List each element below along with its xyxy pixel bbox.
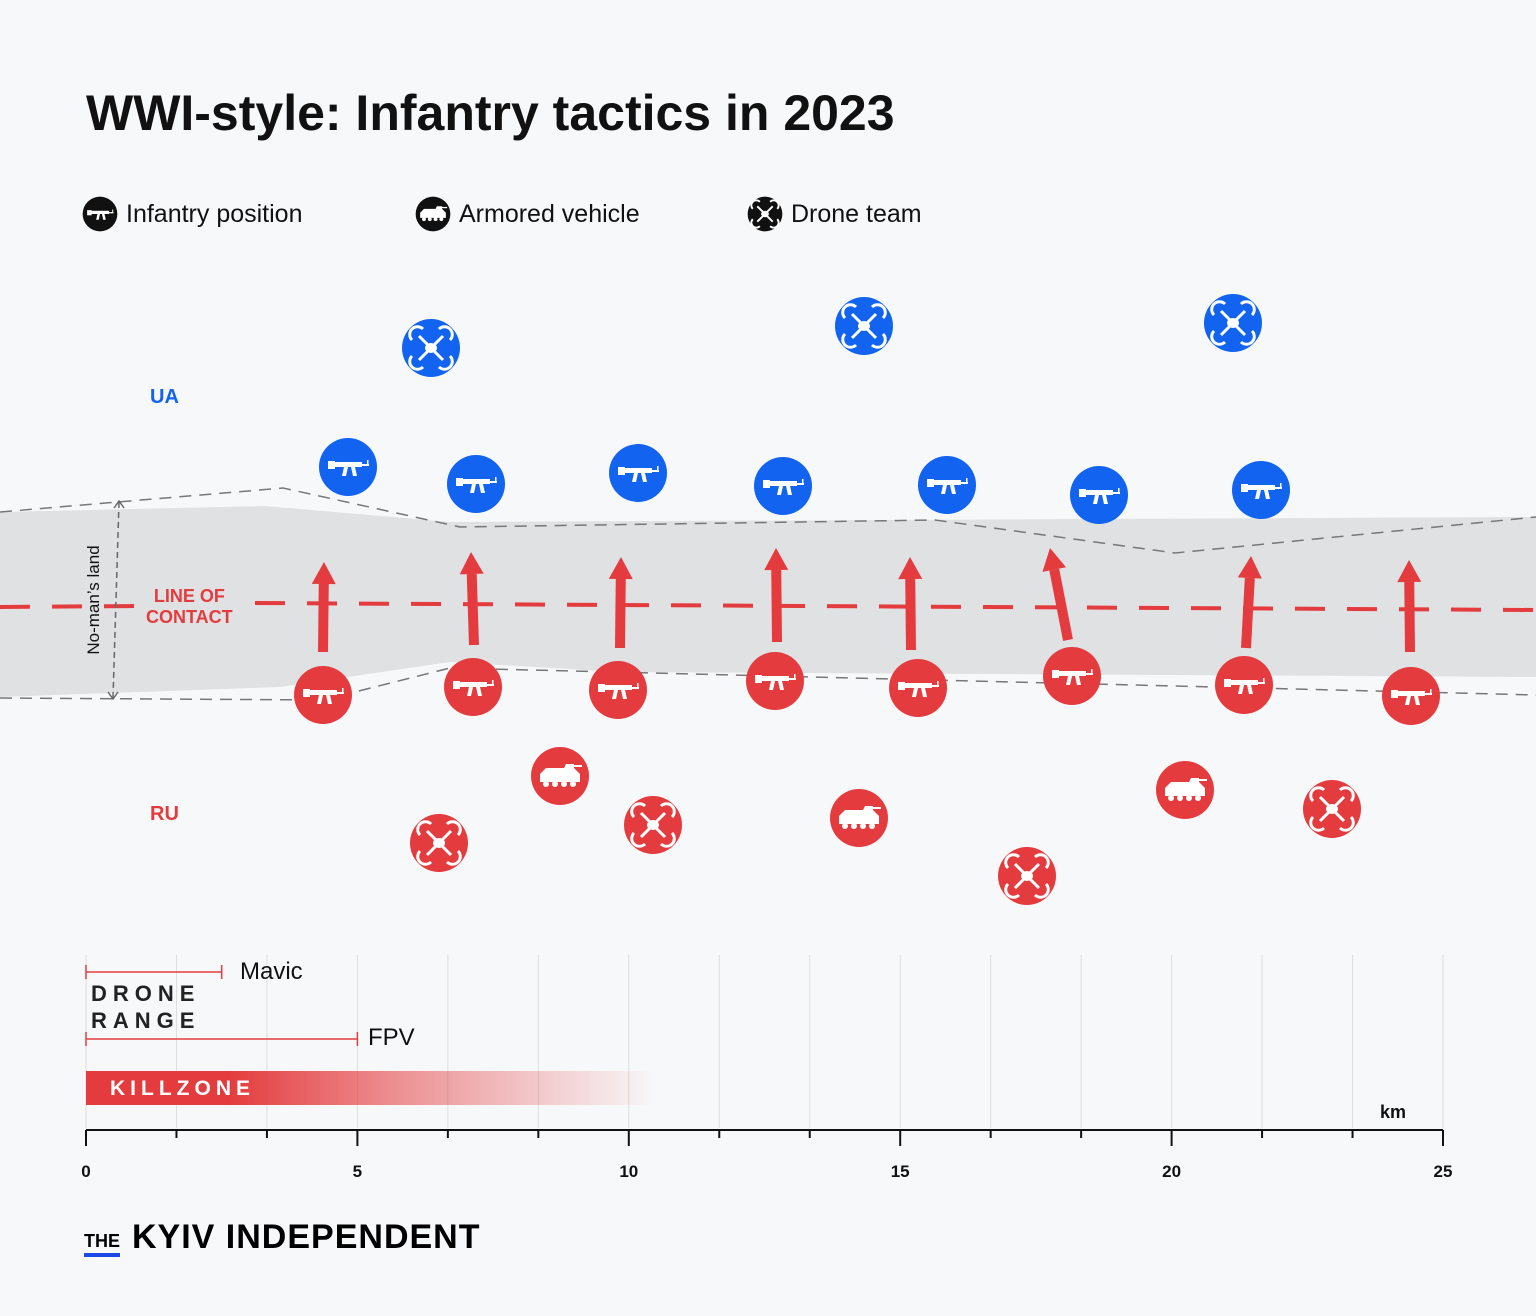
- ru-infantry-position: [889, 659, 947, 717]
- ru-drone-team: [410, 814, 468, 872]
- ua-drone-team: [402, 319, 460, 377]
- no-mans-land-band: [0, 506, 1536, 697]
- loc-line-1: LINE OF: [153, 586, 225, 606]
- tick-label: 15: [890, 1162, 910, 1181]
- line-of-contact-left: [0, 604, 141, 609]
- legend-label: Drone team: [791, 199, 922, 228]
- ua-infantry-position: [918, 456, 976, 514]
- ru-infantry-position: [1215, 656, 1273, 714]
- ru-armored-vehicle: [1156, 761, 1214, 819]
- advance-arrow: [311, 562, 336, 653]
- no-mans-land-text: No-man’s land: [84, 545, 103, 655]
- ua-drone-team: [835, 297, 893, 355]
- ua-infantry-position: [1070, 466, 1128, 524]
- ru-infantry-position: [1043, 647, 1101, 705]
- logo-name: KYIV INDEPENDENT: [132, 1218, 481, 1256]
- ru-infantry-position: [746, 652, 804, 710]
- logo-the: THE: [84, 1231, 120, 1257]
- loc-line-2: CONTACT: [146, 607, 233, 627]
- tick-label: 25: [1433, 1162, 1453, 1181]
- ua-infantry-position: [609, 444, 667, 502]
- rifle-icon: [82, 196, 118, 232]
- ru-infantry-position: [1382, 667, 1440, 725]
- drone-range-bar: [85, 965, 223, 979]
- drone-icon: [747, 196, 783, 232]
- killzone-bar: KILLZONE: [86, 1071, 656, 1105]
- ua-infantry-position: [319, 438, 377, 496]
- drone-range-line-1: DRONE: [91, 981, 201, 1006]
- advance-arrow: [459, 552, 484, 646]
- line-of-contact-label: LINE OF CONTACT: [146, 586, 233, 628]
- advance-arrow: [1237, 556, 1262, 649]
- drone-range-line-2: RANGE: [91, 1008, 201, 1033]
- ua-infantry-position: [1232, 461, 1290, 519]
- ru-label: RU: [150, 803, 179, 825]
- fpv-label: FPV: [368, 1024, 415, 1051]
- ru-drone-team: [998, 847, 1056, 905]
- tick-label: 20: [1162, 1162, 1182, 1181]
- killzone-label: KILLZONE: [110, 1077, 255, 1100]
- advance-arrow: [1042, 548, 1073, 641]
- legend-label: Armored vehicle: [459, 199, 640, 228]
- no-mans-land-measure: [107, 499, 125, 701]
- ru-drone-team: [624, 796, 682, 854]
- tick-label: 5: [352, 1162, 363, 1181]
- no-mans-land-label: No-man’s land: [74, 530, 114, 670]
- drone-range-label: DRONE RANGE: [91, 980, 200, 1034]
- drone-range-bar: [85, 1032, 359, 1046]
- legend-armored: Armored vehicle: [415, 196, 640, 232]
- armored-vehicle-icon: [415, 196, 451, 232]
- ua-label: UA: [150, 386, 179, 408]
- advance-arrow: [1397, 560, 1422, 653]
- ru-frontline-dashed: [0, 667, 1536, 701]
- ua-frontline-dashed: [0, 487, 1536, 554]
- ru-drone-team: [1303, 780, 1361, 838]
- ua-infantry-position: [447, 455, 505, 513]
- tick-label: 0: [81, 1162, 91, 1181]
- advance-arrow: [608, 557, 633, 649]
- legend-label: Infantry position: [126, 199, 303, 228]
- advance-arrow: [764, 548, 789, 643]
- page-title: WWI-style: Infantry tactics in 2023: [86, 85, 895, 141]
- ru-armored-vehicle: [830, 789, 888, 847]
- ru-armored-vehicle: [531, 747, 589, 805]
- ru-infantry-position: [444, 658, 502, 716]
- logo: THE KYIV INDEPENDENT: [84, 1218, 481, 1257]
- advance-arrow: [898, 557, 923, 651]
- ru-infantry-position: [294, 666, 352, 724]
- legend-drone: Drone team: [747, 196, 922, 232]
- ru-infantry-position: [589, 661, 647, 719]
- unit-label: km: [1380, 1102, 1407, 1122]
- ua-drone-team: [1204, 294, 1262, 352]
- ua-infantry-position: [754, 457, 812, 515]
- legend-infantry: Infantry position: [82, 196, 303, 232]
- tick-label: 10: [619, 1162, 639, 1181]
- mavic-label: Mavic: [240, 958, 303, 985]
